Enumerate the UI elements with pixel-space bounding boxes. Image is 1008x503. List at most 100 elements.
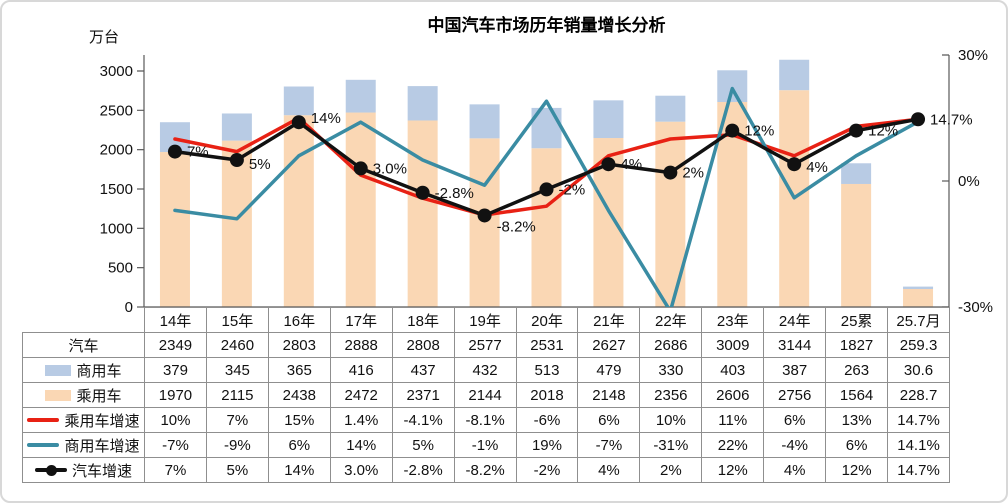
table-cell: 1827	[825, 332, 889, 358]
table-cell: 513	[515, 357, 579, 383]
data-label-auto-growth-12: 14.7%	[930, 111, 973, 128]
x-axis-label-row: 14年 15年 16年 17年 18年 19年 20年 21年 22年 23年 24年 25累 25.7…	[23, 307, 950, 333]
table-cell: 22%	[701, 432, 765, 458]
bar-commercial-3	[345, 79, 376, 113]
table-cell: -2.8%	[391, 457, 455, 483]
table-cell: 2349	[144, 332, 207, 358]
legend-cell: 乘用车	[22, 382, 145, 408]
legend-cell: 商用车增速	[22, 432, 145, 458]
marker-auto-growth-5	[477, 208, 492, 223]
commercial-growth-line-swatch-icon	[27, 443, 60, 447]
table-cell: 2472	[329, 382, 393, 408]
data-label-auto-growth-5: -8.2%	[497, 218, 536, 235]
x-axis-label: 20年	[515, 307, 579, 333]
left-axis-tick-label: 2500	[100, 102, 133, 119]
table-cell: 2888	[329, 332, 393, 358]
table-cell: 365	[267, 357, 331, 383]
legend-label: 乘用车	[76, 388, 122, 405]
legend-cell: 汽车	[22, 332, 145, 358]
table-cell: -8.1%	[453, 407, 517, 433]
table-cell: 2356	[639, 382, 703, 408]
bar-passenger-11	[841, 183, 872, 307]
table-cell: 2144	[453, 382, 517, 408]
table-cell: 345	[205, 357, 269, 383]
table-cell: 6%	[577, 407, 641, 433]
marker-auto-growth-6	[539, 182, 554, 197]
left-axis-unit-label: 万台	[88, 29, 119, 46]
table-cell: 6%	[267, 432, 331, 458]
table-row: 汽车 2349 2460 2803 2888 2808 2577 2531 2627 2686 30…	[22, 332, 950, 358]
data-label-auto-growth-10: 4%	[806, 159, 828, 176]
table-cell: 2756	[763, 382, 827, 408]
data-table: 14年 15年 16年 17年 18年 19年 20年 21年 22年 23年 24年 25累 25.7…	[22, 307, 950, 483]
table-cell: 14.7%	[887, 407, 950, 433]
bar-commercial-7	[593, 100, 624, 139]
table-cell: 12%	[701, 457, 765, 483]
bar-passenger-6	[531, 148, 562, 307]
data-label-auto-growth-1: 5%	[249, 156, 271, 173]
data-label-auto-growth-4: -2.8%	[435, 185, 474, 202]
x-axis-label: 16年	[267, 307, 331, 333]
table-cell: 403	[701, 357, 765, 383]
data-label-auto-growth-2: 14%	[311, 110, 341, 127]
table-cell: 3.0%	[329, 457, 393, 483]
legend-label: 汽车	[68, 338, 99, 355]
table-row: 乘用车增速 10% 7% 15% 1.4% -4.1% -8.1% -6% 6% 10% 11% 6%…	[22, 407, 950, 433]
legend-label: 商用车增速	[64, 438, 140, 455]
x-axis-label: 21年	[577, 307, 641, 333]
right-axis-tick-label: -30%	[958, 299, 993, 316]
left-axis-tick-label: 1000	[100, 220, 133, 237]
table-cell: 330	[639, 357, 703, 383]
marker-auto-growth-11	[849, 123, 864, 138]
marker-auto-growth-2	[291, 115, 306, 130]
x-axis-label: 19年	[453, 307, 517, 333]
right-axis-tick-label: 0%	[958, 173, 980, 190]
table-cell: 2531	[515, 332, 579, 358]
table-cell: 2115	[205, 382, 269, 408]
legend-cell: 乘用车增速	[22, 407, 145, 433]
x-axis-label: 25累	[825, 307, 889, 333]
bar-passenger-2	[283, 115, 314, 307]
legend-cell: 商用车	[22, 357, 145, 383]
table-cell: 437	[391, 357, 455, 383]
line-commercial-growth	[173, 86, 920, 308]
table-cell: 228.7	[887, 382, 950, 408]
x-axis-label: 23年	[701, 307, 765, 333]
bar-commercial-5	[469, 104, 500, 139]
table-cell: -2%	[515, 457, 579, 483]
bar-passenger-5	[469, 138, 500, 307]
table-cell: 2148	[577, 382, 641, 408]
marker-auto-growth-7	[601, 157, 616, 172]
table-cell: 14.1%	[887, 432, 950, 458]
right-axis-tick-label: 30%	[958, 47, 988, 64]
data-label-auto-growth-9: 12%	[744, 123, 774, 140]
data-label-auto-growth-8: 2%	[682, 165, 704, 182]
table-cell: 3144	[763, 332, 827, 358]
legend-cell: 汽车增速	[22, 457, 145, 483]
table-cell: 19%	[515, 432, 579, 458]
table-row: 商用车 379 345 365 416 437 432 513 479 330 403 387 263 3…	[22, 357, 950, 383]
table-cell: 10%	[144, 407, 207, 433]
left-axis-tick-label: 1500	[100, 181, 133, 198]
table-cell: 259.3	[887, 332, 950, 358]
table-cell: 2%	[639, 457, 703, 483]
bar-passenger-3	[345, 112, 376, 307]
table-cell: 7%	[205, 407, 269, 433]
table-cell: -4%	[763, 432, 827, 458]
table-cell: -1%	[453, 432, 517, 458]
data-label-auto-growth-7: 4%	[620, 156, 642, 173]
table-cell: 1970	[144, 382, 207, 408]
bar-passenger-4	[407, 120, 438, 308]
bar-commercial-4	[407, 86, 438, 121]
bar-commercial-11	[841, 163, 872, 184]
x-axis-label: 14年	[144, 307, 207, 333]
table-cell: 432	[453, 357, 517, 383]
table-cell: -6%	[515, 407, 579, 433]
bar-commercial-1	[221, 113, 252, 141]
table-cell: 10%	[639, 407, 703, 433]
marker-auto-growth-8	[663, 165, 678, 180]
table-cell: 7%	[144, 457, 207, 483]
marker-auto-growth-12	[911, 112, 926, 127]
